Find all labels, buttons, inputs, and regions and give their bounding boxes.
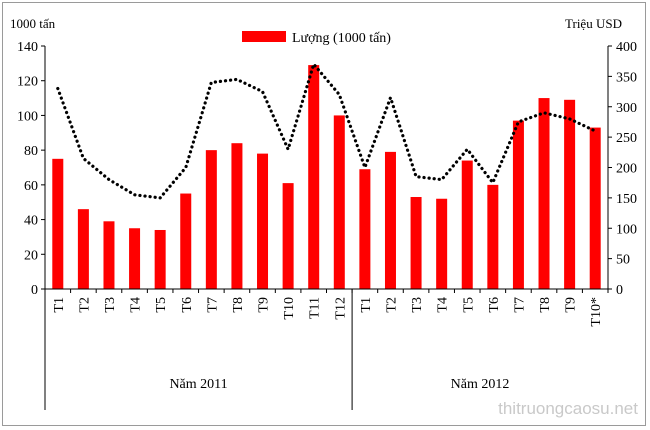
left-tick-label: 140 (17, 40, 38, 55)
x-tick-label: T8 (231, 297, 246, 313)
bar (359, 169, 371, 289)
bar (538, 98, 550, 289)
left-tick-label: 80 (24, 144, 38, 159)
x-tick-label: T12 (333, 297, 348, 320)
x-tick-label: T9 (257, 297, 272, 313)
legend-label: Lượng (1000 tấn) (292, 31, 391, 46)
bar (103, 221, 115, 289)
right-tick-label: 200 (616, 162, 637, 177)
x-tick-label: T7 (205, 297, 220, 313)
left-axis-label: 1000 tấn (10, 16, 56, 31)
left-tick-label: 100 (17, 109, 38, 124)
line-layer (56, 62, 597, 200)
group-label: Năm 2011 (169, 377, 227, 392)
bar (512, 120, 524, 289)
bar (589, 127, 601, 289)
bar (384, 151, 396, 289)
right-tick-label: 50 (616, 253, 630, 268)
right-tick-label: 400 (616, 40, 637, 55)
axes-layer: 0 20 40 60 80 100 120 140 0 50 100 150 200 250 300 350 4… (17, 40, 637, 410)
x-tick-label: T6 (180, 297, 195, 313)
x-tick-label: T11 (308, 297, 323, 319)
chart-frame (2, 2, 646, 426)
bar (77, 209, 89, 289)
right-tick-label: 300 (616, 101, 637, 116)
bar (461, 160, 473, 289)
watermark: thitruongcaosu.net (498, 399, 638, 418)
x-tick-label: T6 (487, 297, 502, 313)
x-tick-label: T3 (103, 297, 118, 313)
x-tick-label: T10 (282, 297, 297, 320)
bar (154, 229, 166, 289)
series-line (56, 62, 597, 200)
x-tick-label: T7 (512, 297, 527, 313)
bar (205, 150, 217, 289)
x-tick-label: T5 (154, 297, 169, 313)
x-tick-label: T4 (129, 297, 144, 313)
x-tick-label: T5 (461, 297, 476, 313)
bar (129, 228, 141, 289)
right-axis-label: Triệu USD (565, 16, 622, 31)
x-tick-label: T8 (538, 297, 553, 313)
group-label: Năm 2012 (451, 377, 510, 392)
bar (308, 65, 320, 289)
left-tick-label: 20 (24, 248, 38, 263)
bar (257, 153, 269, 289)
right-tick-label: 100 (616, 222, 637, 237)
bars-layer (52, 65, 601, 289)
right-tick-label: 0 (616, 283, 623, 298)
bar (333, 115, 345, 289)
bar (410, 197, 422, 289)
x-tick-label: T3 (410, 297, 425, 313)
right-tick-label: 250 (616, 131, 637, 146)
bar (231, 143, 243, 289)
left-tick-label: 0 (31, 283, 38, 298)
x-tick-label: T9 (564, 297, 579, 313)
x-tick-label: T4 (436, 297, 451, 313)
bar (487, 184, 499, 289)
left-tick-label: 40 (24, 214, 38, 229)
right-tick-label: 150 (616, 192, 637, 207)
legend-swatch (242, 31, 286, 42)
left-tick-label: 60 (24, 179, 38, 194)
bar (564, 99, 576, 289)
x-tick-label: T2 (384, 297, 399, 313)
right-tick-label: 350 (616, 70, 637, 85)
bar (52, 158, 64, 289)
bar (180, 193, 192, 289)
x-tick-label: T1 (52, 297, 67, 313)
left-tick-label: 120 (17, 75, 38, 90)
bar (282, 183, 294, 289)
x-tick-label: T10* (589, 297, 604, 327)
x-tick-label: T1 (359, 297, 374, 313)
x-tick-label: T2 (77, 297, 92, 313)
bar (436, 198, 448, 289)
